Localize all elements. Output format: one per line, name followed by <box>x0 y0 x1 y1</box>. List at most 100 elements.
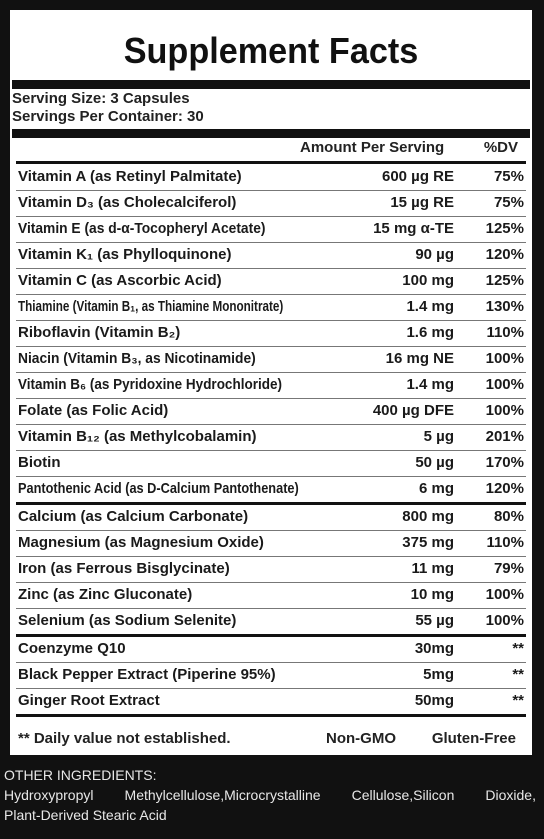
nutrient-name: Vitamin E (as d-α-Tocopheryl Acetate) <box>18 220 266 237</box>
nutrient-amount: 600 µg RE <box>381 168 454 185</box>
nutrient-name: Coenzyme Q10 <box>18 640 126 657</box>
panel-title: Supplement Facts <box>123 30 419 71</box>
nutrient-dv: 75% <box>493 168 524 185</box>
nutrient-name: Selenium (as Sodium Selenite) <box>18 612 237 629</box>
amount-header: Amount Per Serving <box>300 139 445 156</box>
nutrient-amount: 10 mg <box>410 586 454 603</box>
nutrient-row: Biotin 50 µg 170% <box>16 451 526 477</box>
nutrient-dv: 100% <box>485 402 524 419</box>
nutrient-dv: 130% <box>485 298 524 315</box>
nutrient-amount: 6 mg <box>418 480 454 497</box>
nutrient-amount: 1.4 mg <box>406 376 454 393</box>
nutrient-name: Iron (as Ferrous Bisglycinate) <box>18 560 230 577</box>
nutrient-row: Vitamin K₁ (as Phylloquinone) 90 µg 120% <box>16 243 526 269</box>
nutrient-amount: 5 µg <box>423 428 454 445</box>
nutrient-name: Vitamin A (as Retinyl Palmitate) <box>18 168 242 185</box>
header-divider <box>12 129 530 138</box>
nutrient-name: Black Pepper Extract (Piperine 95%) <box>18 666 276 683</box>
nutrient-name: Thiamine (Vitamin B₁, as Thiamine Mononi… <box>18 298 284 315</box>
nutrient-amount: 1.4 mg <box>406 298 454 315</box>
other-ingredients: OTHER INGREDIENTS: Hydroxypropyl Methylc… <box>4 765 536 825</box>
supplement-facts-panel: Supplement Facts Serving Size: 3 Capsule… <box>8 8 534 757</box>
nutrient-dv: 120% <box>485 246 524 263</box>
nutrient-dv: ** <box>512 666 524 683</box>
nutrient-row: Vitamin B₆ (as Pyridoxine Hydrochloride)… <box>16 373 526 399</box>
top-divider <box>12 80 530 89</box>
nutrient-row: Selenium (as Sodium Selenite) 55 µg 100% <box>16 609 526 637</box>
nutrient-name: Biotin <box>18 454 61 471</box>
nutrient-dv: ** <box>512 692 524 709</box>
nutrient-row: Calcium (as Calcium Carbonate) 800 mg 80… <box>16 505 526 531</box>
nutrient-amount: 5mg <box>423 666 454 683</box>
nutrient-name: Vitamin C (as Ascorbic Acid) <box>18 272 222 289</box>
nutrient-name: Riboflavin (Vitamin B₂) <box>18 324 181 341</box>
nutrient-dv: 120% <box>485 480 524 497</box>
nutrient-amount: 375 mg <box>402 534 454 551</box>
nutrient-dv: 110% <box>486 534 524 551</box>
nutrient-amount: 50mg <box>414 692 454 709</box>
nutrient-amount: 90 µg <box>415 246 454 263</box>
nutrient-name: Vitamin B₆ (as Pyridoxine Hydrochloride) <box>18 376 282 393</box>
nutrient-dv: 125% <box>485 272 524 289</box>
nutrient-row: Vitamin E (as d-α-Tocopheryl Acetate) 15… <box>16 217 526 243</box>
nutrient-name: Folate (as Folic Acid) <box>18 402 169 419</box>
nutrient-dv: 80% <box>493 508 524 525</box>
nutrient-row: Vitamin A (as Retinyl Palmitate) 600 µg … <box>16 165 526 191</box>
nutrient-dv: 75% <box>493 194 524 211</box>
nutrient-name: Pantothenic Acid (as D-Calcium Pantothen… <box>18 480 299 497</box>
nutrient-name: Niacin (Vitamin B₃, as Nicotinamide) <box>18 350 256 367</box>
other-ingredients-line: Plant-Derived Stearic Acid <box>4 807 167 823</box>
nutrient-row: Vitamin B₁₂ (as Methylcobalamin) 5 µg 20… <box>16 425 526 451</box>
header-rule <box>16 161 526 164</box>
nutrient-dv: 100% <box>485 586 524 603</box>
nutrient-row: Pantothenic Acid (as D-Calcium Pantothen… <box>16 477 526 505</box>
nutrient-row: Iron (as Ferrous Bisglycinate) 11 mg 79% <box>16 557 526 583</box>
other-ingredients-heading: OTHER INGREDIENTS: <box>4 767 157 783</box>
dv-footnote: ** Daily value not established. <box>18 730 231 747</box>
nutrient-amount: 1.6 mg <box>406 324 454 341</box>
gluten-free-label: Gluten-Free <box>431 730 516 747</box>
nutrient-amount: 15 mg α-TE <box>373 220 454 237</box>
nutrient-name: Vitamin D₃ (as Cholecalciferol) <box>18 194 237 211</box>
nutrient-row: Magnesium (as Magnesium Oxide) 375 mg 11… <box>16 531 526 557</box>
other-ingredients-line: Hydroxypropyl Methylcellulose,Microcryst… <box>4 787 536 803</box>
nutrient-row: Ginger Root Extract 50mg ** <box>16 689 526 717</box>
nutrient-amount: 16 mg NE <box>385 350 454 367</box>
nutrient-amount: 400 µg DFE <box>372 402 454 419</box>
nutrient-row: Folate (as Folic Acid) 400 µg DFE 100% <box>16 399 526 425</box>
dv-header: %DV <box>483 139 518 156</box>
nutrient-amount: 55 µg <box>415 612 454 629</box>
serving-size: Serving Size: 3 Capsules <box>12 90 190 107</box>
servings-per-container: Servings Per Container: 30 <box>12 108 204 125</box>
nutrient-name: Vitamin B₁₂ (as Methylcobalamin) <box>18 428 257 445</box>
nutrient-dv: 100% <box>485 612 524 629</box>
nutrient-dv: 201% <box>485 428 524 445</box>
nutrient-amount: 15 µg RE <box>390 194 454 211</box>
nutrient-row: Coenzyme Q10 30mg ** <box>16 637 526 663</box>
nutrient-row: Niacin (Vitamin B₃, as Nicotinamide) 16 … <box>16 347 526 373</box>
nutrient-row: Thiamine (Vitamin B₁, as Thiamine Mononi… <box>16 295 526 321</box>
nutrient-name: Magnesium (as Magnesium Oxide) <box>18 534 264 551</box>
column-headers: Amount Per Serving %DV <box>10 137 532 163</box>
nutrient-dv: 170% <box>485 454 524 471</box>
nutrient-amount: 100 mg <box>402 272 454 289</box>
nutrient-dv: 79% <box>493 560 524 577</box>
non-gmo-label: Non-GMO <box>326 730 396 747</box>
nutrient-amount: 30mg <box>414 640 454 657</box>
nutrient-dv: 100% <box>485 376 524 393</box>
nutrient-amount: 11 mg <box>411 560 454 577</box>
nutrient-dv: 100% <box>485 350 524 367</box>
nutrient-row: Zinc (as Zinc Gluconate) 10 mg 100% <box>16 583 526 609</box>
nutrient-dv: 125% <box>485 220 524 237</box>
nutrient-amount: 50 µg <box>415 454 454 471</box>
nutrient-row: Vitamin C (as Ascorbic Acid) 100 mg 125% <box>16 269 526 295</box>
nutrient-amount: 800 mg <box>402 508 454 525</box>
nutrient-name: Vitamin K₁ (as Phylloquinone) <box>18 246 232 263</box>
nutrient-dv: 110% <box>486 324 524 341</box>
nutrient-row: Black Pepper Extract (Piperine 95%) 5mg … <box>16 663 526 689</box>
nutrient-name: Ginger Root Extract <box>18 692 160 709</box>
nutrient-row: Riboflavin (Vitamin B₂) 1.6 mg 110% <box>16 321 526 347</box>
nutrient-dv: ** <box>512 640 524 657</box>
nutrient-name: Calcium (as Calcium Carbonate) <box>18 508 249 525</box>
nutrient-name: Zinc (as Zinc Gluconate) <box>18 586 193 603</box>
